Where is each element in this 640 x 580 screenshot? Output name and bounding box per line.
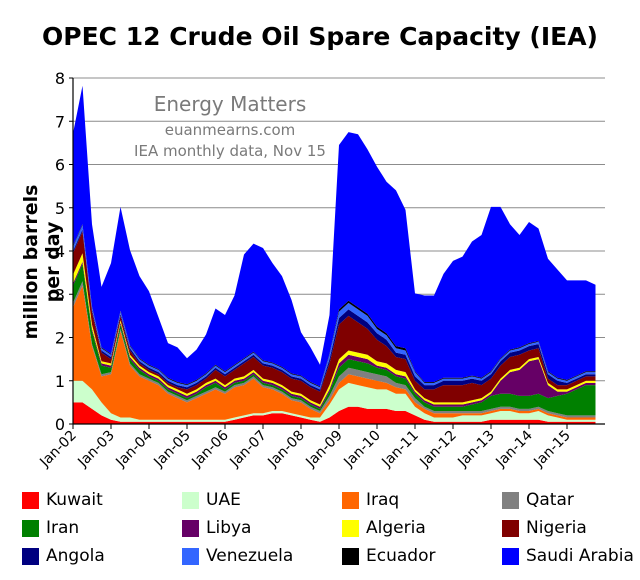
x-tick-label: Jan-08 bbox=[264, 428, 307, 471]
x-tick-label: Jan-12 bbox=[416, 428, 459, 471]
x-tick-label: Jan-13 bbox=[454, 428, 497, 471]
legend-item-saudi-arabia: Saudi Arabia bbox=[502, 544, 640, 568]
x-tick-label: Jan-09 bbox=[302, 428, 345, 471]
x-tick-label: Jan-05 bbox=[150, 428, 193, 471]
legend-label: Saudi Arabia bbox=[526, 546, 634, 566]
x-tick-label: Jan-10 bbox=[340, 428, 383, 471]
x-tick-label: Jan-03 bbox=[74, 428, 117, 471]
legend-swatch bbox=[342, 491, 359, 509]
legend-label: Iraq bbox=[366, 490, 400, 510]
legend-item-uae: UAE bbox=[182, 488, 342, 512]
legend-swatch bbox=[502, 491, 519, 509]
plot-area: 012345678Jan-02Jan-03Jan-04Jan-05Jan-06J… bbox=[36, 69, 605, 471]
legend-item-nigeria: Nigeria bbox=[502, 516, 640, 540]
legend-item-algeria: Algeria bbox=[342, 516, 502, 540]
legend-label: Nigeria bbox=[526, 518, 587, 538]
legend-item-kuwait: Kuwait bbox=[22, 488, 182, 512]
legend-swatch bbox=[22, 547, 39, 565]
area-algeria bbox=[73, 253, 596, 407]
y-tick-label: 4 bbox=[55, 242, 65, 261]
legend-label: Libya bbox=[206, 518, 252, 538]
area-iran bbox=[73, 264, 596, 416]
annotation-source-site: euanmearns.com bbox=[165, 121, 296, 139]
y-tick-label: 5 bbox=[55, 199, 65, 218]
legend-swatch bbox=[502, 547, 519, 565]
y-tick-label: 3 bbox=[55, 285, 65, 304]
legend-swatch bbox=[182, 547, 199, 565]
legend-item-iran: Iran bbox=[22, 516, 182, 540]
legend-label: Angola bbox=[46, 546, 105, 566]
legend-label: Algeria bbox=[366, 518, 426, 538]
y-tick-label: 6 bbox=[55, 156, 65, 175]
x-tick-label: Jan-07 bbox=[226, 428, 269, 471]
legend-label: Iran bbox=[46, 518, 80, 538]
legend-item-qatar: Qatar bbox=[502, 488, 640, 512]
legend-label: Ecuador bbox=[366, 546, 436, 566]
legend-label: Kuwait bbox=[46, 490, 103, 510]
legend-swatch bbox=[182, 491, 199, 509]
x-tick-label: Jan-04 bbox=[112, 427, 156, 471]
legend-item-angola: Angola bbox=[22, 544, 182, 568]
area-qatar bbox=[73, 281, 596, 418]
legend-item-ecuador: Ecuador bbox=[342, 544, 502, 568]
chart-title: OPEC 12 Crude Oil Spare Capacity (IEA) bbox=[42, 22, 598, 51]
legend-swatch bbox=[342, 519, 359, 537]
legend-label: Qatar bbox=[526, 490, 574, 510]
legend-label: Venezuela bbox=[206, 546, 294, 566]
x-tick-label: Jan-02 bbox=[36, 428, 79, 471]
x-tick-label: Jan-15 bbox=[530, 428, 573, 471]
legend-item-libya: Libya bbox=[182, 516, 342, 540]
legend-swatch bbox=[22, 491, 39, 509]
legend-swatch bbox=[342, 547, 359, 565]
y-tick-label: 1 bbox=[55, 372, 65, 391]
legend-swatch bbox=[22, 519, 39, 537]
area-nigeria bbox=[73, 231, 596, 405]
legend: Kuwait UAE Iraq Qatar Iran Libya Algeria Nigeri… bbox=[22, 488, 634, 568]
legend-item-venezuela: Venezuela bbox=[182, 544, 342, 568]
area-uae bbox=[73, 380, 596, 422]
legend-swatch bbox=[502, 519, 519, 537]
y-tick-label: 7 bbox=[55, 112, 65, 131]
x-tick-label: Jan-06 bbox=[188, 427, 232, 471]
annotation-source-title: Energy Matters bbox=[154, 92, 307, 116]
x-tick-label: Jan-11 bbox=[378, 428, 421, 471]
area-iraq bbox=[73, 285, 596, 420]
area-kuwait bbox=[73, 402, 596, 424]
area-saudi-arabia bbox=[73, 85, 596, 387]
legend-item-iraq: Iraq bbox=[342, 488, 502, 512]
legend-label: UAE bbox=[206, 490, 241, 510]
y-tick-label: 2 bbox=[55, 329, 65, 348]
annotation-source-note: IEA monthly data, Nov 15 bbox=[134, 142, 326, 160]
y-tick-label: 0 bbox=[55, 415, 65, 434]
y-tick-label: 8 bbox=[55, 69, 65, 88]
area-libya bbox=[73, 261, 596, 409]
x-tick-label: Jan-14 bbox=[492, 427, 536, 471]
legend-swatch bbox=[182, 519, 199, 537]
